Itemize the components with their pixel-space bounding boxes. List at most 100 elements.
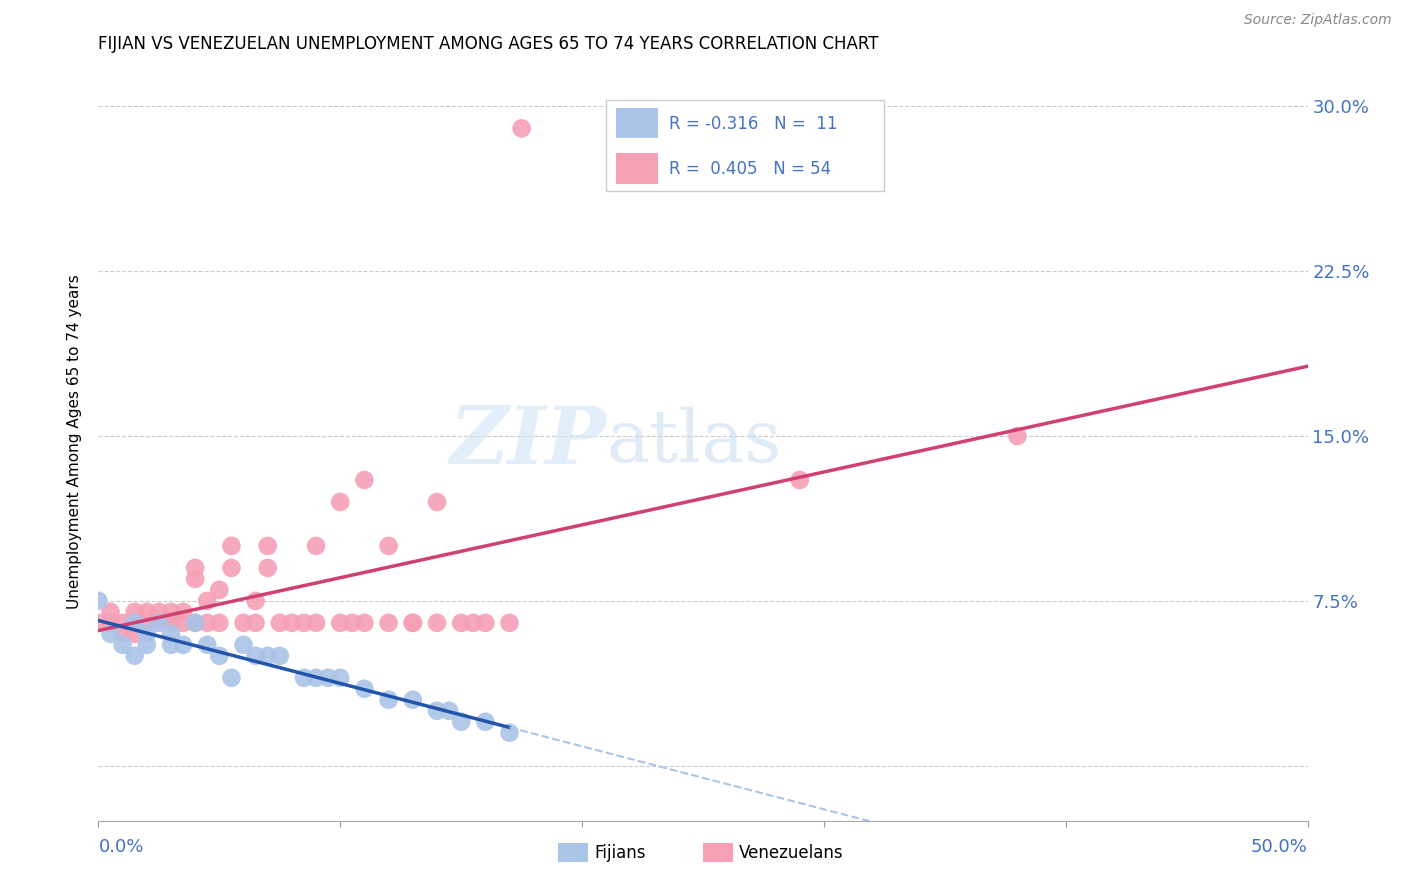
Point xyxy=(450,714,472,729)
Point xyxy=(450,615,472,630)
Point xyxy=(269,615,291,630)
Point xyxy=(426,495,449,509)
Point xyxy=(377,692,399,706)
Point xyxy=(100,627,122,641)
Point xyxy=(124,615,146,630)
Point xyxy=(195,594,218,608)
Point xyxy=(160,627,183,641)
Text: Fijians: Fijians xyxy=(595,844,645,863)
Point xyxy=(426,615,449,630)
Point xyxy=(208,615,231,630)
Point xyxy=(124,605,146,619)
Point xyxy=(329,671,352,685)
Point xyxy=(329,495,352,509)
Point xyxy=(402,615,425,630)
Text: R = -0.316   N =  11: R = -0.316 N = 11 xyxy=(669,115,838,133)
Point xyxy=(221,561,243,575)
Point xyxy=(100,615,122,630)
Point xyxy=(353,681,375,696)
Point xyxy=(474,714,496,729)
Point xyxy=(184,561,207,575)
Point xyxy=(135,638,157,652)
Point xyxy=(111,638,134,652)
Point xyxy=(135,627,157,641)
Point xyxy=(1007,429,1029,443)
Point xyxy=(269,648,291,663)
FancyBboxPatch shape xyxy=(616,153,658,184)
Text: FIJIAN VS VENEZUELAN UNEMPLOYMENT AMONG AGES 65 TO 74 YEARS CORRELATION CHART: FIJIAN VS VENEZUELAN UNEMPLOYMENT AMONG … xyxy=(98,35,879,53)
Point xyxy=(353,473,375,487)
Y-axis label: Unemployment Among Ages 65 to 74 years: Unemployment Among Ages 65 to 74 years xyxy=(67,274,83,609)
Text: atlas: atlas xyxy=(606,406,782,477)
Point xyxy=(87,615,110,630)
Point xyxy=(111,627,134,641)
Point xyxy=(148,615,170,630)
Point xyxy=(377,539,399,553)
Point xyxy=(195,638,218,652)
Text: 0.0%: 0.0% xyxy=(98,838,143,856)
Point xyxy=(195,615,218,630)
Point xyxy=(789,473,811,487)
Point xyxy=(402,692,425,706)
FancyBboxPatch shape xyxy=(606,101,884,191)
Point xyxy=(402,615,425,630)
Point xyxy=(135,615,157,630)
Point xyxy=(148,605,170,619)
Point xyxy=(172,615,194,630)
Text: ZIP: ZIP xyxy=(450,403,606,480)
Point xyxy=(245,594,267,608)
Point xyxy=(256,539,278,553)
Point xyxy=(353,615,375,630)
Point xyxy=(160,605,183,619)
Point xyxy=(245,615,267,630)
Point xyxy=(160,615,183,630)
Point xyxy=(256,648,278,663)
Point xyxy=(498,615,520,630)
Point xyxy=(172,638,194,652)
Point xyxy=(148,615,170,630)
Point xyxy=(111,615,134,630)
FancyBboxPatch shape xyxy=(616,108,658,138)
Point xyxy=(87,594,110,608)
Point xyxy=(510,121,533,136)
Point xyxy=(208,582,231,597)
Point xyxy=(281,615,304,630)
Point xyxy=(100,605,122,619)
Point xyxy=(474,615,496,630)
Point xyxy=(232,638,254,652)
Point xyxy=(124,648,146,663)
Point xyxy=(184,615,207,630)
FancyBboxPatch shape xyxy=(703,844,734,863)
Text: Venezuelans: Venezuelans xyxy=(740,844,844,863)
Point xyxy=(221,539,243,553)
FancyBboxPatch shape xyxy=(558,844,588,863)
Point xyxy=(135,605,157,619)
Point xyxy=(232,615,254,630)
Point xyxy=(256,561,278,575)
Text: Source: ZipAtlas.com: Source: ZipAtlas.com xyxy=(1244,13,1392,28)
Point xyxy=(292,671,315,685)
Point xyxy=(245,648,267,663)
Point xyxy=(221,671,243,685)
Point xyxy=(160,615,183,630)
Point xyxy=(377,615,399,630)
Point xyxy=(172,605,194,619)
Point xyxy=(208,648,231,663)
Point xyxy=(463,615,485,630)
Point xyxy=(124,615,146,630)
Point xyxy=(316,671,339,685)
Point xyxy=(329,615,352,630)
Point xyxy=(305,671,328,685)
Point xyxy=(305,539,328,553)
Point xyxy=(426,704,449,718)
Point xyxy=(184,572,207,586)
Point xyxy=(342,615,364,630)
Point xyxy=(124,627,146,641)
Point xyxy=(292,615,315,630)
Point xyxy=(498,725,520,739)
Point xyxy=(184,615,207,630)
Point xyxy=(437,704,460,718)
Point xyxy=(305,615,328,630)
Point xyxy=(160,638,183,652)
Text: 50.0%: 50.0% xyxy=(1251,838,1308,856)
